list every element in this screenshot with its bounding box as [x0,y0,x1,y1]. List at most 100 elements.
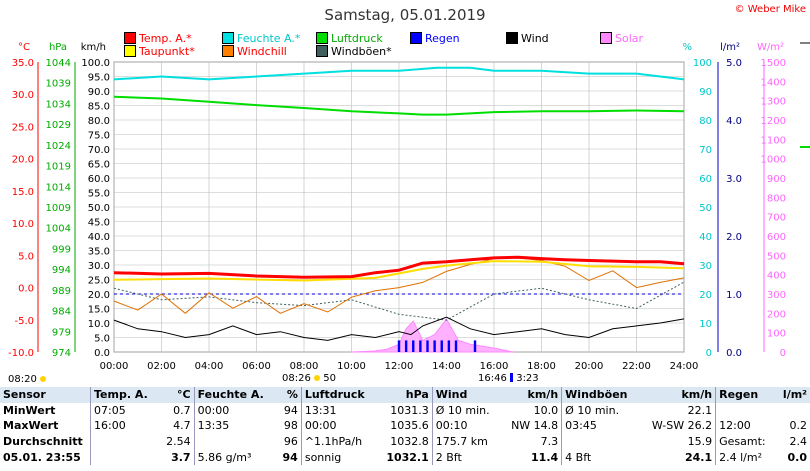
legend-label: Windchill [237,45,287,58]
pressure-tick: 989 [52,286,71,297]
solar-tick: 1000 [761,155,786,166]
rain-bar [454,340,458,352]
stats-cell: Ø 10 min. [561,402,640,419]
series-temp-a [113,255,685,279]
rain-marker-icon [510,373,514,382]
brand-label[interactable]: © Weber Mike [734,4,806,15]
humidity-tick: 60 [699,174,712,185]
stats-cell: 94 [282,450,298,464]
x-tick: 08:00 [290,361,319,372]
sunrise-time: 08:20 [8,374,37,385]
humidity-tick: 70 [699,145,712,156]
solar-start-annotation: 08:26 50 [282,373,336,384]
stats-cell: MinWert [3,403,56,417]
stats-cell: 0.2 [789,419,808,433]
sun-icon [40,376,47,382]
x-tick: 10:00 [337,361,366,372]
legend-label: Solar [615,32,644,45]
legend-swatch [222,45,234,57]
stats-cell: W-SW 26.2 [651,419,713,433]
stats-header: km/h [639,387,716,403]
rain-tick: 2.0 [726,232,742,243]
legend-swatch [316,32,328,44]
stats-cell: 13:31 [300,402,377,419]
series-taupunkt [113,260,685,282]
stats-cell: 22.1 [687,403,713,417]
x-tick: 00:00 [100,361,129,372]
legend-label: Regen [425,32,460,45]
stats-cell: 11.4 [531,450,559,464]
stats-cell [193,433,277,450]
legend-swatch [222,32,234,44]
temp-tick: 0.0 [18,284,34,295]
stats-cell: 94 [283,403,298,417]
legend-swatch [124,32,136,44]
pressure-tick: 1034 [46,99,71,110]
stats-cell: 3.7 [171,450,191,464]
stats-cell: 2.4 l/m² [715,449,776,465]
wind-tick: 40.0 [88,232,110,243]
stats-cell: Ø 10 min. [431,402,501,419]
solar-start-time: 08:26 [282,373,311,384]
humidity-tick: 40 [699,232,712,243]
legend-label: Luftdruck [331,32,383,45]
sun-icon [314,375,321,381]
stats-header: hPa [376,387,433,403]
stats-header: Regen [715,387,776,403]
stats-cell: Durchschnitt [3,435,83,449]
legend-item: Solar [600,32,643,45]
rain-tick: 4.0 [726,116,742,127]
solar-tick: 1500 [761,58,786,69]
stats-header: l/m² [775,387,810,403]
solar-tick: 1100 [761,135,786,146]
temp-tick: 30.0 [12,90,34,101]
pressure-tick: 1014 [46,182,71,193]
stats-cell: 1031.3 [390,403,429,417]
stats-cell: 2 Bft [431,449,501,465]
series-windchill [113,257,685,314]
stats-cell: MaxWert [3,419,59,433]
x-tick: 18:00 [527,361,556,372]
rain-tick: 5.0 [726,58,742,69]
wind-tick: 95.0 [88,73,110,84]
legend-item: Windböen* [316,45,392,58]
legend-item: Windchill [222,45,287,58]
stats-cell: 1032.8 [390,435,429,449]
rain-tick: 3.0 [726,174,742,185]
x-tick: 14:00 [432,361,461,372]
wind-tick: 10.0 [88,319,110,330]
humidity-tick: 90 [699,87,712,98]
rain-bar [447,340,451,352]
stats-header: % [276,387,302,403]
pressure-tick: 1024 [46,141,71,152]
stats-cell: 07:05 [89,402,159,419]
x-tick: 22:00 [622,361,651,372]
solar-tick: 300 [767,290,786,301]
stats-cell: Gesamt: [715,433,776,450]
wind-tick: 0.0 [94,348,110,359]
stats-row-max: MaxWert 16:00 4.7 13:35 98 00:00 1035.6 … [0,418,810,434]
stats-header: °C [158,387,195,403]
rain-bar [419,340,422,352]
series-solar [351,318,514,353]
solar-tick: 800 [767,193,786,204]
solar-tick: 1200 [761,116,786,127]
pressure-tick: 1029 [46,120,71,131]
legend-label: Windböen* [331,45,392,58]
stats-header: km/h [500,387,562,403]
stats-header: Luftdruck [300,387,377,403]
rain-bar [412,340,415,352]
stats-cell: 15.9 [687,435,713,449]
series-wind [113,316,685,341]
legend-swatch [600,32,612,44]
stats-cell: 16:00 [89,418,159,434]
stats-cell: 13:35 [193,418,277,434]
rain-tick: 1.0 [726,290,742,301]
series-windböen [113,281,685,321]
stats-row-current: 05.01. 23:55 3.7 5.86 g/m³ 94 sonnig 103… [0,449,810,465]
stats-header: Temp. A. [89,387,159,403]
x-tick: 16:00 [480,361,509,372]
stats-cell: 05.01. 23:55 [3,450,81,464]
pressure-tick: 1039 [46,79,71,90]
solar-tick: 600 [767,232,786,243]
